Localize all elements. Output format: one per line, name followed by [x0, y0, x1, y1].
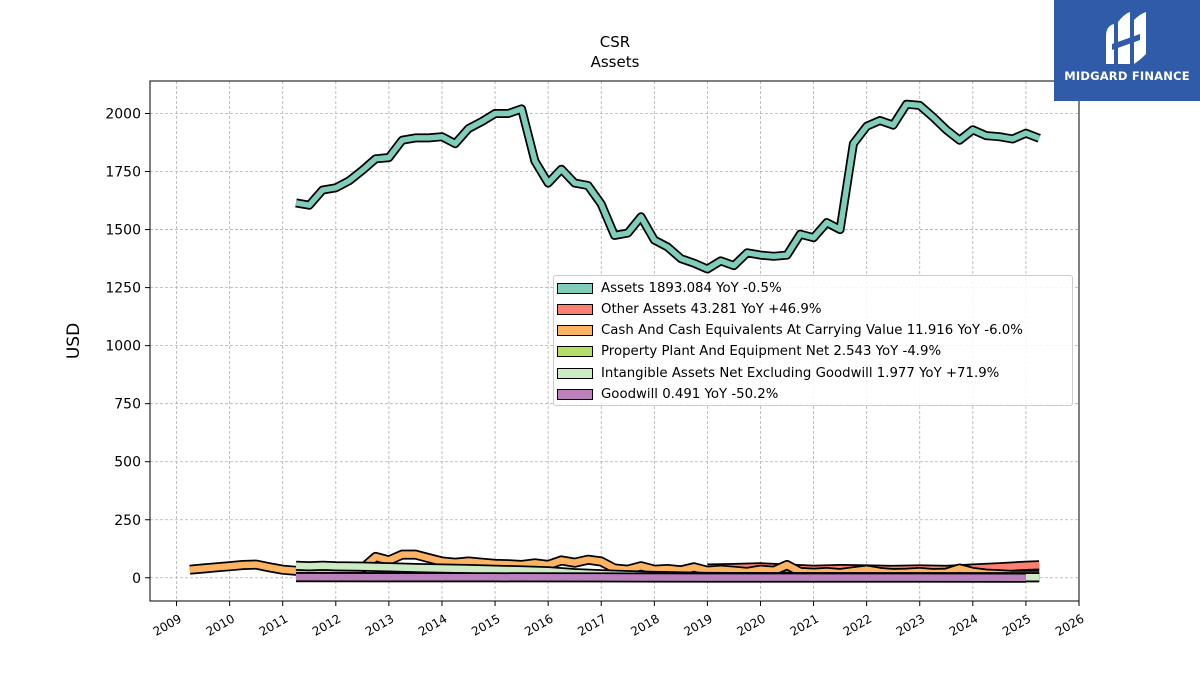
x-tick-label: 2026: [1053, 611, 1086, 638]
plot-frame: [149, 80, 1080, 602]
legend-item: Assets 1893.084 YoY -0.5%: [554, 278, 782, 298]
x-tick-label: 2019: [681, 611, 714, 638]
legend-label: Other Assets 43.281 YoY +46.9%: [601, 301, 822, 317]
x-tick-label: 2024: [947, 611, 980, 638]
x-tick-label: 2020: [735, 611, 768, 638]
x-tick-label: 2011: [257, 611, 290, 638]
legend-label: Goodwill 0.491 YoY -50.2%: [601, 387, 779, 402]
x-tick-label: 2022: [841, 611, 874, 638]
series-line: [295, 573, 1026, 581]
y-tick-label: 1250: [105, 281, 141, 297]
chart-legend: Assets 1893.084 YoY -0.5% Other Assets 43…: [553, 275, 1073, 406]
x-tick-label: 2016: [522, 611, 555, 638]
series-line: [295, 101, 1041, 272]
legend-item: Goodwill 0.491 YoY -50.2%: [554, 385, 778, 405]
y-tick-label: 250: [114, 513, 141, 529]
legend-item: Other Assets 43.281 YoY +46.9%: [554, 299, 821, 319]
legend-label: Cash And Cash Equivalents At Carrying Va…: [601, 323, 1023, 339]
legend-item: Cash And Cash Equivalents At Carrying Va…: [554, 321, 1023, 341]
legend-item: Property Plant And Equipment Net 2.543 Y…: [554, 342, 941, 362]
y-tick-label: 2000: [105, 107, 141, 123]
legend-swatch: [557, 325, 593, 337]
legend-label: Assets 1893.084 YoY -0.5%: [601, 280, 782, 296]
legend-swatch: [557, 346, 593, 358]
y-tick-label: 500: [114, 455, 141, 471]
y-tick-label: 1500: [105, 223, 141, 239]
logo-mark-icon: [1106, 12, 1146, 64]
x-tick-label: 2013: [363, 611, 396, 638]
x-tick-label: 2009: [151, 611, 184, 638]
brand-logo: MIDGARD FINANCE: [1054, 0, 1200, 101]
y-tick-label: 1750: [105, 165, 141, 181]
logo-text: MIDGARD FINANCE: [1064, 69, 1190, 83]
legend-swatch: [557, 303, 593, 315]
y-tick-label: 750: [114, 397, 141, 413]
legend-label: Property Plant And Equipment Net 2.543 Y…: [601, 344, 942, 360]
x-tick-label: 2017: [575, 611, 608, 638]
series-goodwill: [295, 572, 1026, 583]
x-tick-label: 2018: [628, 611, 661, 638]
legend-item: Intangible Assets Net Excluding Goodwill…: [554, 363, 999, 383]
legend-swatch: [557, 367, 593, 379]
chart-subtitle: Assets: [591, 53, 640, 71]
x-tick-label: 2012: [310, 611, 343, 638]
x-tick-label: 2010: [204, 611, 237, 638]
x-tick-label: 2014: [416, 611, 449, 638]
x-tick-label: 2021: [788, 611, 821, 638]
chart-title: CSR: [600, 33, 630, 51]
legend-swatch: [557, 282, 593, 294]
series-layer: [189, 99, 1041, 583]
series-assets: [295, 99, 1041, 274]
x-tick-label: 2025: [1000, 611, 1033, 638]
legend-swatch: [557, 389, 593, 400]
legend-label: Intangible Assets Net Excluding Goodwill…: [601, 365, 1000, 381]
y-tick-label: 1000: [105, 339, 141, 355]
y-axis-label: USD: [64, 323, 84, 359]
x-tick-label: 2015: [469, 611, 502, 638]
y-tick-label: 0: [132, 571, 141, 587]
x-tick-label: 2023: [894, 611, 927, 638]
